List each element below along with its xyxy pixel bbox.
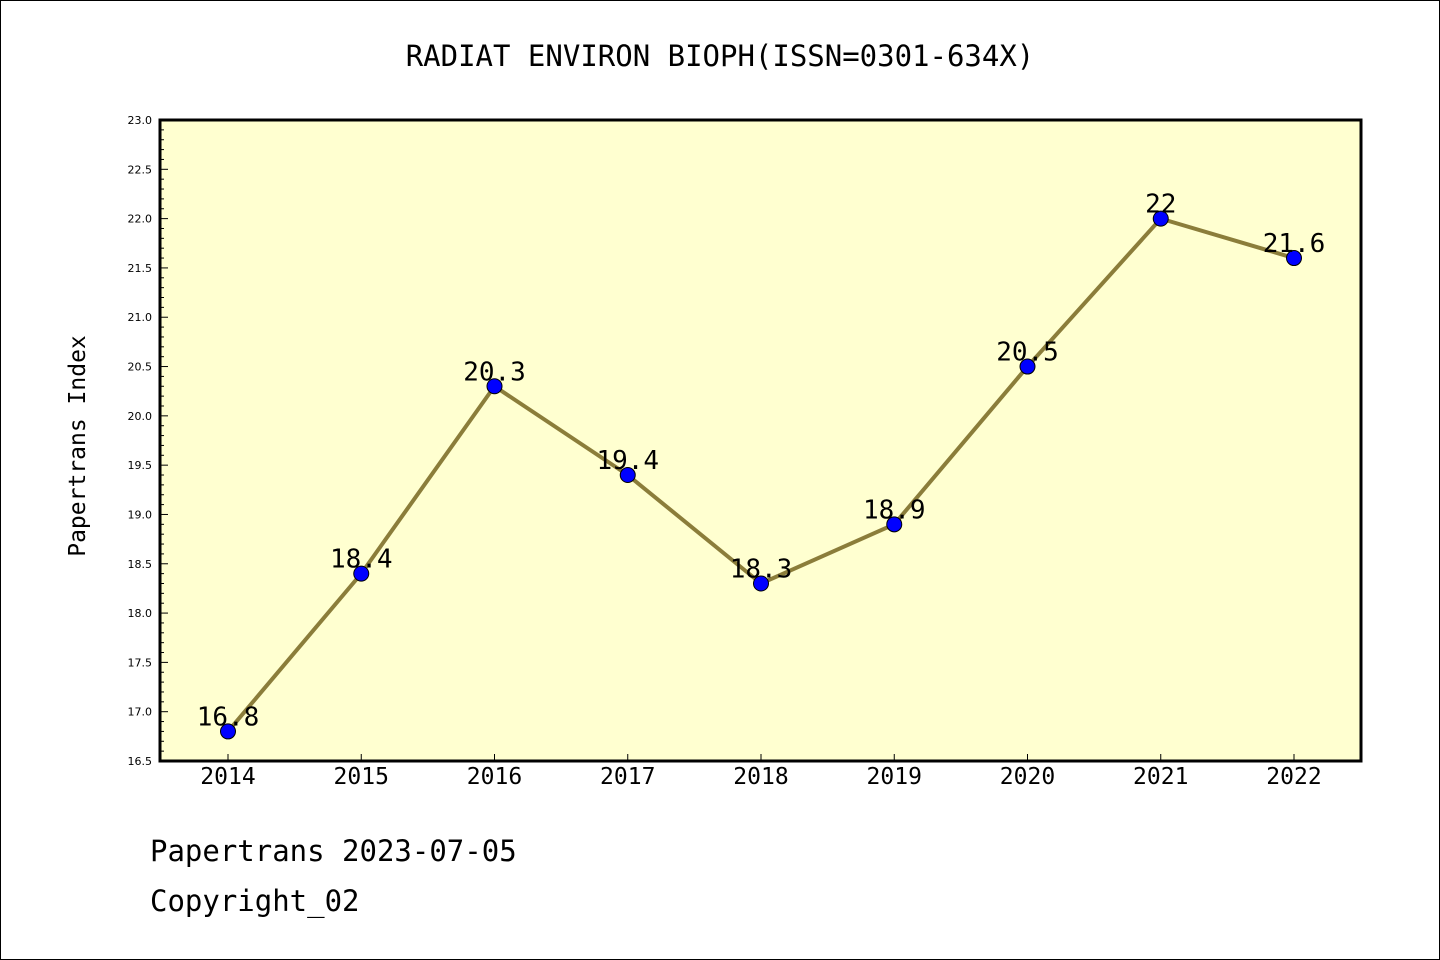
- plot-area: [158, 118, 1363, 763]
- footer-copyright: Copyright_02: [150, 884, 360, 918]
- y-tick-label: 22.0: [128, 213, 153, 226]
- data-label: 22: [1145, 190, 1176, 220]
- data-point: [1286, 250, 1302, 267]
- y-tick-label: 19.5: [128, 459, 153, 472]
- x-tick-label: 2017: [600, 764, 655, 790]
- data-point: [353, 565, 370, 582]
- x-tick-label: 2015: [334, 764, 389, 790]
- footer-source: Papertrans 2023-07-05: [150, 834, 517, 868]
- data-labels: 16.8 18.4 20.3 19.4 18.3 18.9 20.5 22 21.6: [197, 190, 1326, 733]
- data-point: [1152, 210, 1169, 227]
- y-tick-label: 22.5: [128, 163, 153, 176]
- x-tick-label: 2018: [733, 764, 788, 790]
- data-point: [886, 516, 903, 533]
- y-tick-label: 20.0: [128, 410, 153, 423]
- x-tick-label: 2021: [1133, 764, 1188, 790]
- data-label: 16.8: [197, 702, 260, 732]
- y-tick-label: 23.0: [128, 114, 153, 127]
- data-label: 19.4: [596, 446, 659, 476]
- y-tick-label: 18.5: [128, 558, 153, 571]
- data-label: 21.6: [1263, 229, 1326, 259]
- y-tick-label: 16.5: [128, 755, 153, 768]
- y-tick-label: 21.5: [128, 262, 153, 275]
- x-tick-label: 2022: [1266, 764, 1321, 790]
- data-point: [1019, 358, 1036, 375]
- y-tick-label: 20.5: [128, 361, 153, 374]
- y-tick-label: 17.0: [128, 706, 153, 719]
- y-tick-label: 18.0: [128, 607, 153, 620]
- y-tick-label: 21.0: [128, 311, 153, 324]
- chart-title: RADIAT ENVIRON BIOPH(ISSN=0301-634X): [406, 39, 1035, 73]
- y-axis-label: Papertrans Index: [65, 335, 91, 557]
- data-point: [486, 378, 503, 395]
- axis-ticks: 16.5 17.0 17.5 18.0 18.5 19.0 19.5 20.0 20.5 21.0…: [128, 114, 1322, 790]
- x-tick-label: 2016: [467, 764, 522, 790]
- y-tick-label: 17.5: [128, 656, 153, 669]
- x-tick-label: 2020: [1000, 764, 1055, 790]
- x-tick-label: 2014: [200, 764, 255, 790]
- data-label: 20.5: [996, 338, 1059, 368]
- data-label: 18.9: [863, 495, 926, 525]
- x-tick-label: 2019: [867, 764, 922, 790]
- series-markers: [220, 210, 1302, 740]
- data-point: [220, 723, 236, 740]
- data-label: 18.4: [330, 545, 393, 575]
- data-label: 18.3: [730, 554, 793, 584]
- y-tick-label: 19.0: [128, 508, 153, 521]
- data-point: [753, 575, 769, 592]
- data-label: 20.3: [463, 357, 526, 387]
- data-point: [619, 467, 636, 484]
